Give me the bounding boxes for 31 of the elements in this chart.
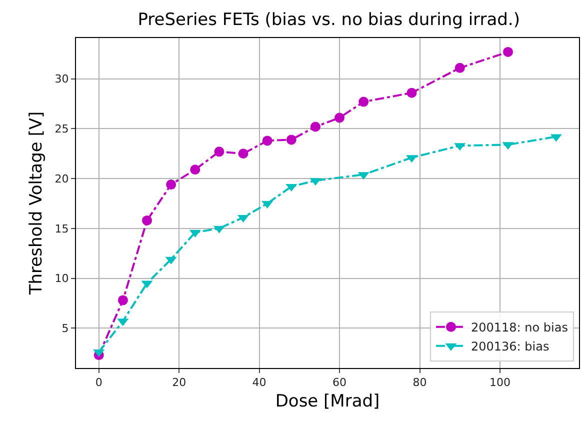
y-tick-label: 25 [54,122,69,136]
y-tick-label: 20 [54,172,69,186]
point [406,88,417,98]
x-tick-label: 80 [412,376,427,390]
legend-label: 200136: bias [470,340,550,354]
y-axis-title: Threshold Voltage [V] [26,111,46,296]
point [142,215,152,226]
point [262,136,272,146]
y-tick-label: 15 [54,222,69,236]
point [166,180,176,190]
point [334,112,345,123]
x-tick-label: 20 [172,376,186,390]
point [310,122,320,132]
point [286,134,296,145]
x-axis-title: Dose [Mrad] [275,392,380,412]
legend-label: 200118: no bias [470,320,568,335]
point [118,295,128,306]
y-tick-label: 10 [54,272,69,286]
x-tick-label: 40 [252,376,266,390]
x-tick-label: 100 [489,376,510,390]
point [358,96,369,107]
point [503,46,513,57]
y-tick-label: 30 [54,72,69,86]
point [454,62,465,73]
x-tick-label: 0 [95,376,102,390]
point [190,164,200,175]
y-tick-label: 5 [62,322,69,335]
chart-title: PreSeries FETs (bias vs. no bias during irrad.) [138,10,520,30]
point [238,148,248,159]
point [214,146,224,157]
x-tick-label: 60 [332,376,347,390]
